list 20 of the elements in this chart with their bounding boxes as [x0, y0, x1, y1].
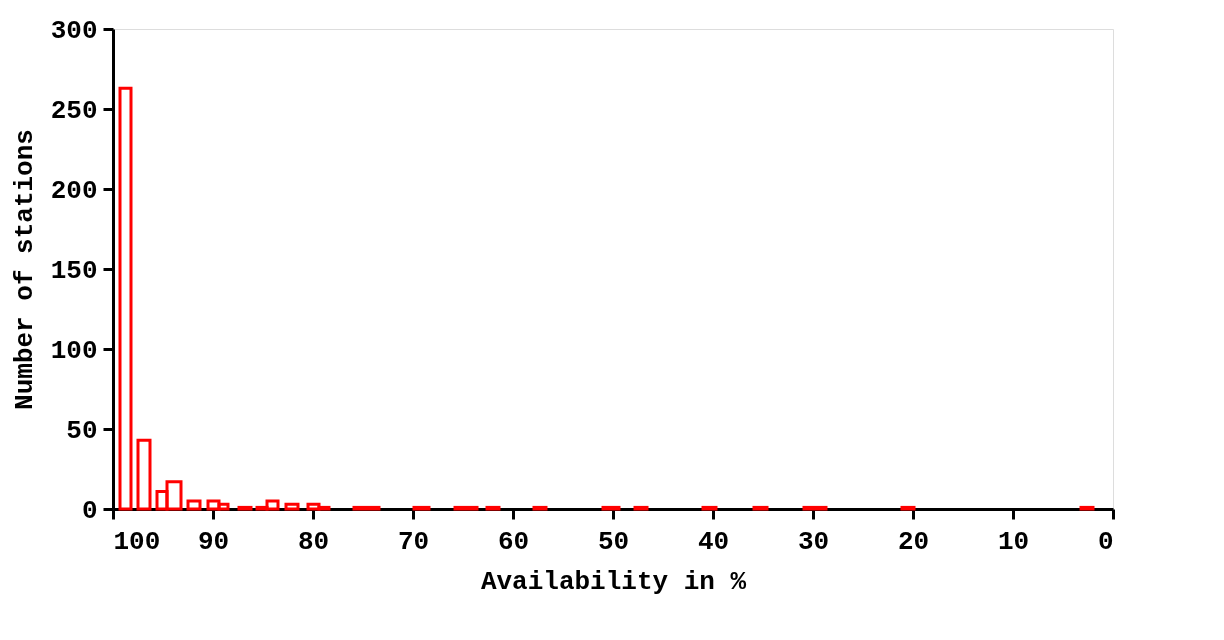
y-tick-label: 200: [50, 175, 98, 206]
x-tick-label: 10: [997, 526, 1030, 557]
y-axis-title: Number of stations: [9, 129, 40, 410]
x-tick-label: 40: [697, 526, 730, 557]
y-tick-label: 150: [50, 255, 98, 286]
x-tick-label: 70: [397, 526, 430, 557]
x-tick-label: 0: [1097, 526, 1114, 557]
y-tick-label: 300: [50, 15, 98, 46]
x-tick-label: 20: [897, 526, 930, 557]
x-tick-label: 50: [597, 526, 630, 557]
x-tick-label: 100: [113, 526, 161, 557]
x-tick-label: 90: [197, 526, 230, 557]
x-tick-label: 60: [497, 526, 530, 557]
x-tick-label: 30: [797, 526, 830, 557]
x-axis-title: Availability in %: [480, 566, 747, 597]
y-tick-label: 0: [81, 495, 98, 526]
x-tick-label: 80: [297, 526, 330, 557]
y-tick-label: 250: [50, 95, 98, 126]
y-tick-label: 50: [66, 415, 98, 446]
y-tick-label: 100: [50, 335, 98, 366]
